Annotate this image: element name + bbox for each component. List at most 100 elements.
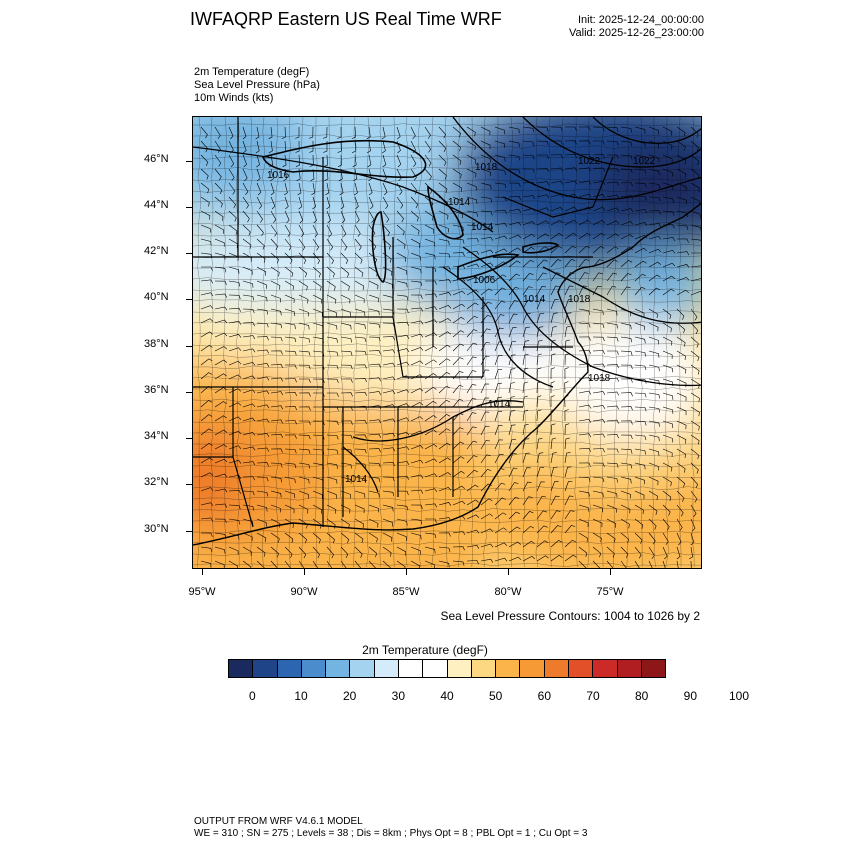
wind-barb <box>606 322 618 329</box>
wind-barb <box>326 560 333 568</box>
wind-barb <box>550 219 564 226</box>
wind-barb <box>352 154 357 168</box>
wind-barb <box>284 378 297 383</box>
wind-barb <box>256 224 264 237</box>
wind-barb <box>648 261 661 268</box>
wind-barb <box>522 208 536 212</box>
wind-barb <box>410 154 417 167</box>
wind-barb <box>606 490 618 498</box>
wind-barb <box>606 154 619 160</box>
wind-barb <box>340 462 352 469</box>
wind-barb <box>396 294 409 301</box>
wind-barb <box>214 401 227 408</box>
wind-barb <box>308 126 314 139</box>
wind-barb <box>662 336 673 346</box>
wind-barb <box>382 560 391 568</box>
wind-barb <box>691 252 701 254</box>
wind-barb <box>634 287 646 296</box>
wind-barb <box>662 308 672 319</box>
wind-barb <box>480 236 494 241</box>
valid-time: Valid: 2025-12-26_23:00:00 <box>569 27 704 39</box>
wind-barb <box>676 322 686 334</box>
wind-barb <box>522 381 528 394</box>
wind-barb <box>214 473 228 478</box>
wind-barb <box>354 504 365 514</box>
wind-barb <box>424 415 437 422</box>
wind-barb <box>424 359 437 366</box>
wind-barb <box>634 532 643 544</box>
wind-barb <box>634 273 647 282</box>
wind-barb <box>662 434 673 443</box>
wind-barb <box>550 126 563 132</box>
wind-barb <box>606 518 617 528</box>
wind-barb <box>354 434 367 439</box>
wind-barb <box>284 224 291 237</box>
lat-tick <box>186 531 192 532</box>
wind-barb <box>214 168 222 181</box>
wind-barb <box>452 154 462 165</box>
wind-barb <box>438 331 451 338</box>
county-line <box>561 117 565 568</box>
colorbar-title: 2m Temperature (degF) <box>362 643 488 657</box>
wind-barb <box>480 558 494 563</box>
wind-barb <box>578 404 592 409</box>
wind-barb <box>550 193 564 198</box>
wind-barb <box>312 364 325 370</box>
wind-barb <box>368 168 372 182</box>
lon-tick <box>202 569 203 575</box>
wind-barb <box>228 126 234 140</box>
wind-barb <box>452 515 466 520</box>
wind-barb <box>228 307 241 312</box>
wind-barb <box>326 476 338 484</box>
wind-barb <box>648 518 657 530</box>
wind-barb <box>634 182 647 188</box>
wind-barb <box>564 326 571 338</box>
wind-barb <box>578 532 588 543</box>
wind-barb <box>340 266 350 278</box>
wind-barb <box>354 490 366 498</box>
wind-barb <box>242 182 249 195</box>
wind-barb <box>284 462 297 469</box>
wind-barb <box>620 420 633 425</box>
wind-barb <box>508 340 517 352</box>
wind-barb <box>550 285 560 296</box>
wind-barb <box>214 332 228 338</box>
wind-barb <box>452 316 465 324</box>
wind-barb <box>270 490 282 498</box>
wind-barb <box>424 168 432 181</box>
wind-barb <box>368 238 377 251</box>
wind-barb <box>214 182 223 195</box>
wind-barb <box>284 280 294 291</box>
wind-barb <box>508 396 515 408</box>
wind-barb <box>382 462 395 467</box>
lat-tick <box>186 161 192 162</box>
wind-barb <box>228 489 241 495</box>
wind-barb <box>312 308 323 317</box>
wind-barb <box>578 390 592 395</box>
wind-barb <box>494 527 507 534</box>
county-line <box>522 117 526 568</box>
wind-barb <box>201 266 213 271</box>
wind-barb <box>592 476 605 483</box>
wind-barb <box>438 252 451 258</box>
wind-barb <box>270 294 281 303</box>
wind-barb <box>368 504 379 513</box>
wind-barb <box>634 260 647 268</box>
wind-barb <box>494 182 507 189</box>
wind-barb <box>438 210 449 220</box>
wind-barb <box>676 238 689 243</box>
colorbar-label: 10 <box>294 689 308 703</box>
wind-barb <box>508 496 520 506</box>
field-winds: 10m Winds (kts) <box>194 92 274 104</box>
wind-barb <box>228 224 238 235</box>
wind-barb <box>312 462 324 469</box>
wind-barb <box>662 518 670 531</box>
wind-barb <box>324 168 329 182</box>
wind-barb <box>550 339 556 352</box>
wind-barb <box>340 546 349 559</box>
wind-barb <box>340 476 352 484</box>
wind-barb <box>494 369 503 380</box>
wind-barb <box>564 180 578 185</box>
wind-barb <box>522 555 536 562</box>
wind-barb <box>536 540 549 548</box>
